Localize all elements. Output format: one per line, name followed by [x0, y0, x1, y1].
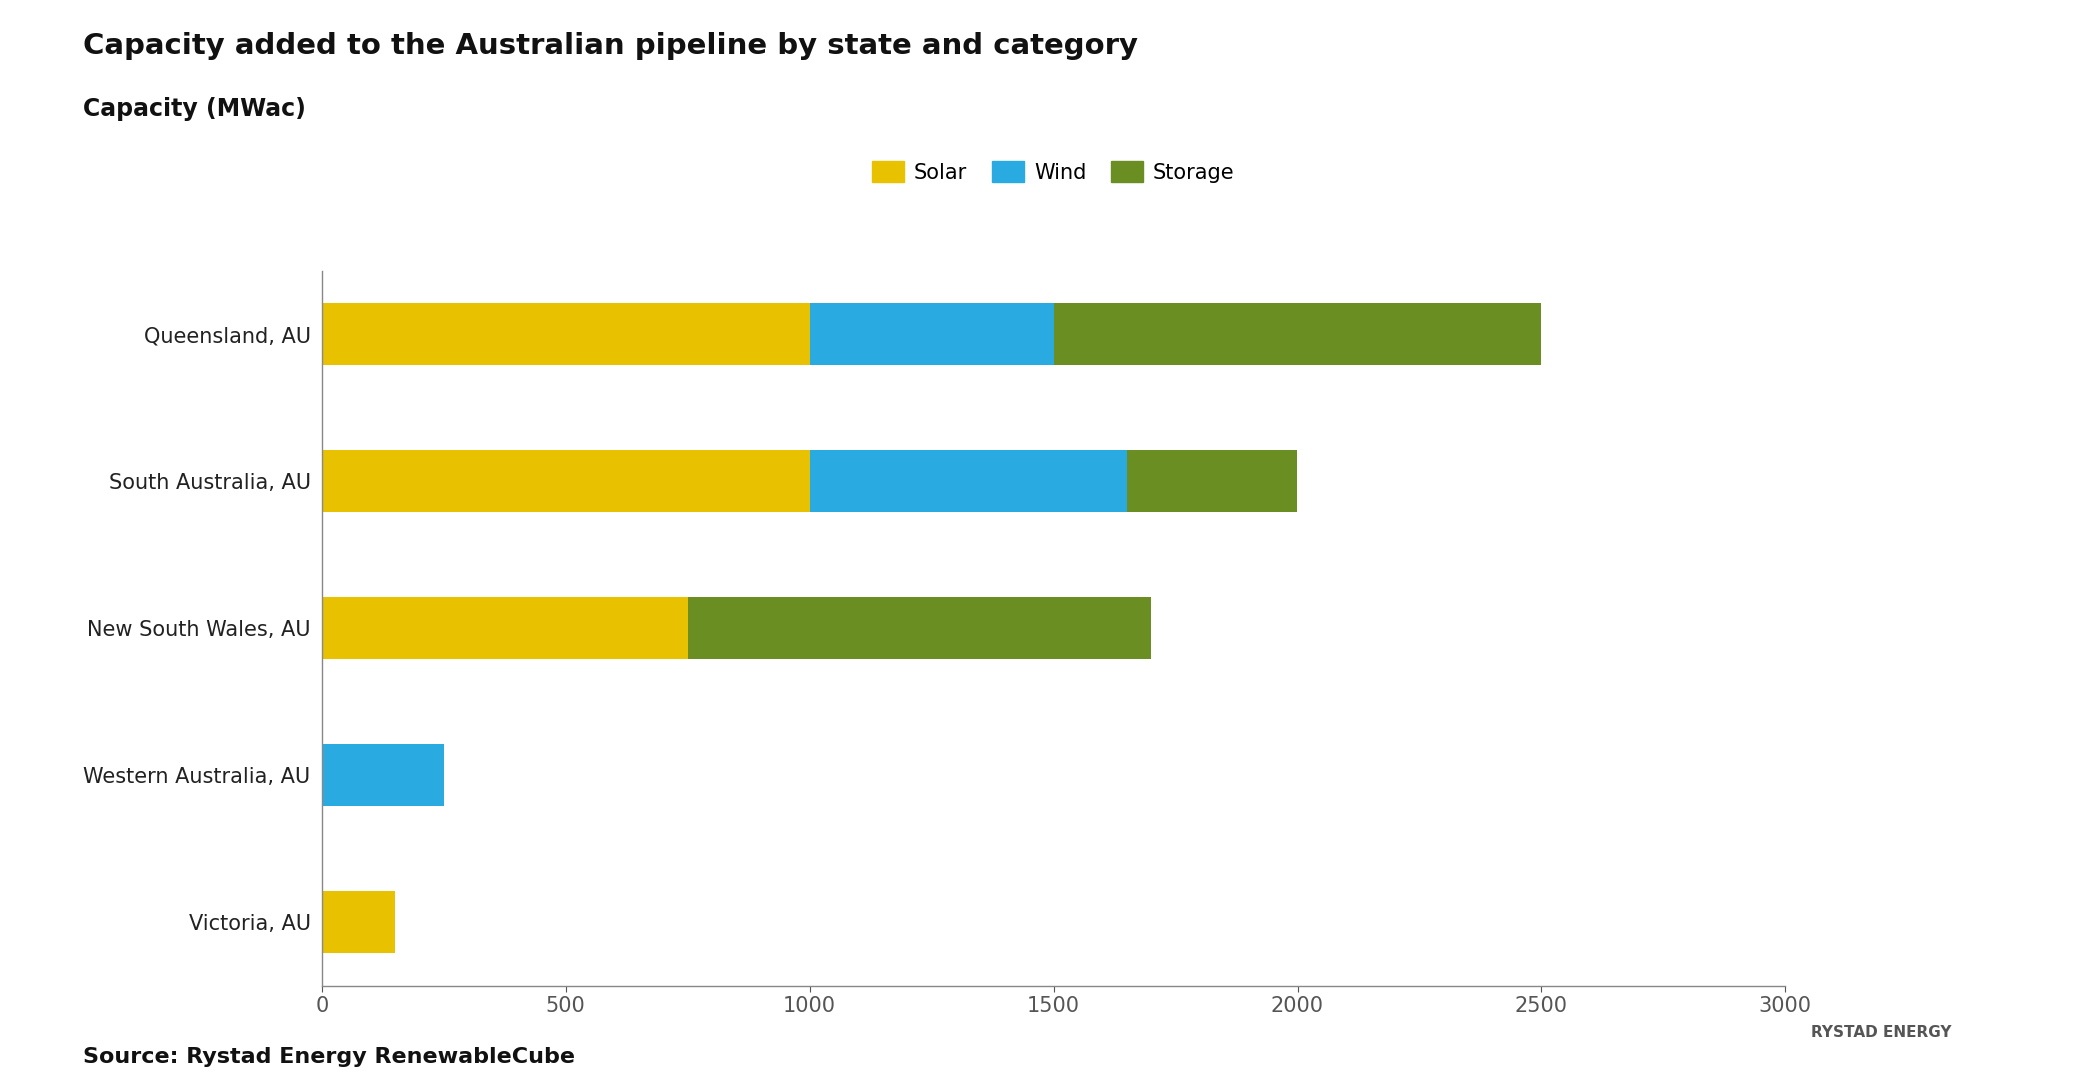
Bar: [322, 303, 810, 365]
Legend: Solar, Wind, Storage: Solar, Wind, Storage: [864, 153, 1244, 191]
Text: Capacity (MWac): Capacity (MWac): [83, 97, 305, 121]
Bar: [810, 303, 1053, 365]
Bar: [1127, 451, 1298, 512]
Bar: [687, 597, 1150, 660]
Bar: [322, 597, 687, 660]
Bar: [322, 744, 444, 806]
Bar: [1053, 303, 1540, 365]
Text: Capacity added to the Australian pipeline by state and category: Capacity added to the Australian pipelin…: [83, 32, 1138, 61]
Bar: [322, 451, 810, 512]
Text: RYSTAD ENERGY: RYSTAD ENERGY: [1810, 1025, 1951, 1040]
Text: Source: Rystad Energy RenewableCube: Source: Rystad Energy RenewableCube: [83, 1047, 575, 1067]
Bar: [810, 451, 1127, 512]
Bar: [322, 891, 394, 953]
